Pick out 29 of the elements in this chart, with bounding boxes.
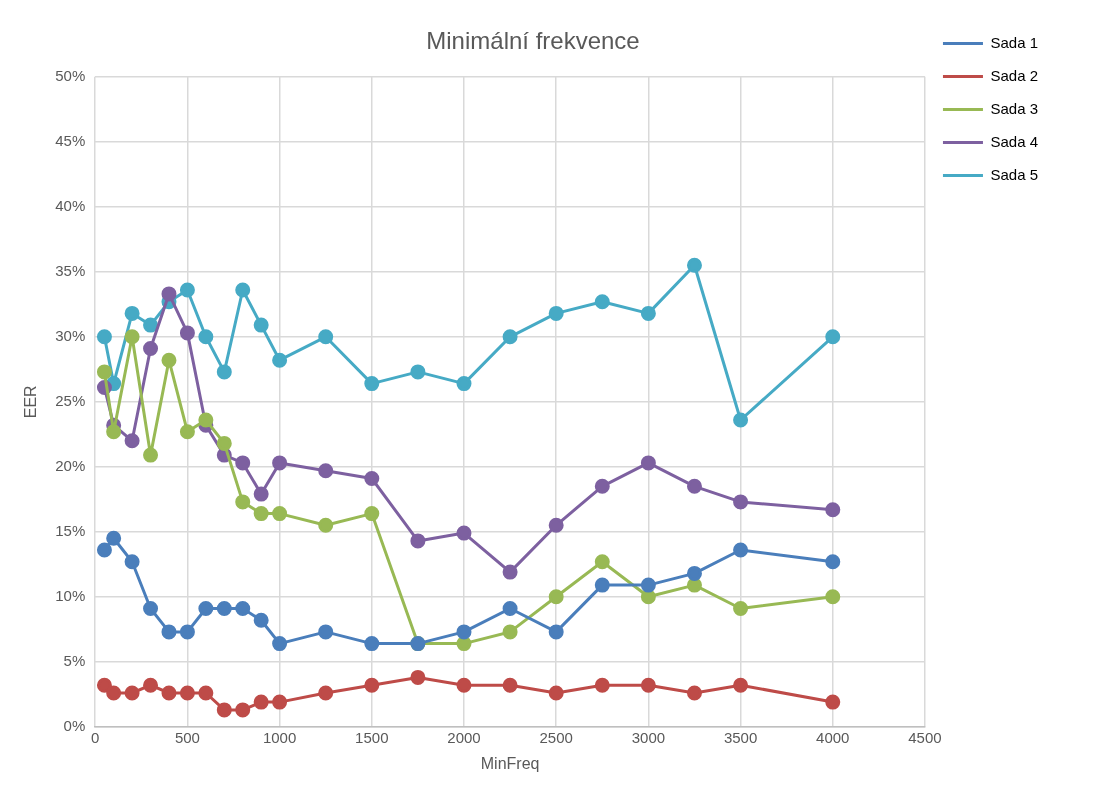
y-tick-label: 0% — [63, 716, 86, 734]
y-tick-label: 30% — [55, 326, 86, 344]
x-tick-label: 2000 — [447, 728, 481, 746]
y-tick-label: 20% — [55, 456, 86, 474]
y-tick-label: 15% — [55, 521, 86, 539]
x-tick-label: 500 — [174, 728, 200, 746]
legend-label: Sada 2 — [990, 66, 1039, 84]
legend-label: Sada 3 — [990, 99, 1039, 117]
x-tick-label: 4500 — [908, 728, 942, 746]
x-tick-label: 3000 — [631, 728, 666, 746]
x-tick-label: 3500 — [723, 728, 758, 746]
x-axis-title: MinFreq — [480, 754, 540, 772]
chart-title: Minimální frekvence — [426, 27, 640, 55]
x-tick-label: 4000 — [816, 728, 850, 746]
legend-label: Sada 1 — [990, 33, 1039, 51]
y-tick-label: 45% — [55, 131, 86, 149]
x-tick-label: 1500 — [355, 728, 389, 746]
y-tick-label: 10% — [55, 586, 86, 604]
y-tick-label: 25% — [55, 391, 86, 409]
legend-label: Sada 4 — [990, 132, 1039, 150]
x-tick-label: 1000 — [262, 728, 297, 746]
x-tick-label: 0 — [91, 728, 100, 746]
y-tick-label: 5% — [63, 651, 86, 669]
y-tick-label: 50% — [55, 66, 86, 84]
y-axis-title: EER — [22, 385, 40, 419]
y-tick-label: 40% — [55, 196, 86, 214]
legend-label: Sada 5 — [990, 165, 1039, 183]
x-tick-label: 2500 — [539, 728, 573, 746]
y-tick-label: 35% — [55, 261, 86, 279]
